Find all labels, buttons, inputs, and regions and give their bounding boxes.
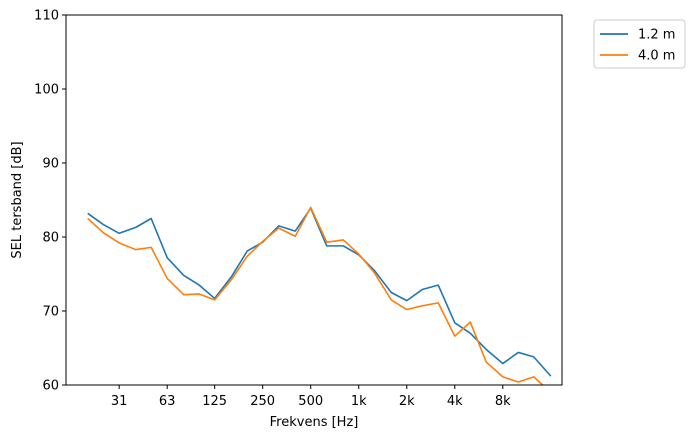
x-tick-label: 2k — [399, 394, 415, 409]
x-tick-label: 31 — [111, 394, 128, 409]
x-tick-label: 8k — [495, 394, 511, 409]
x-tick-label: 125 — [202, 394, 227, 409]
legend-box — [593, 19, 686, 69]
axes: 60 70 80 90 100 110 31 63 125 250 500 1k 2k 4k 8k Frekv… — [10, 9, 563, 430]
x-tick-label: 500 — [298, 394, 323, 409]
legend-label-1: 1.2 m — [638, 28, 675, 43]
plot-frame — [65, 14, 563, 386]
x-tick-label: 250 — [250, 394, 275, 409]
x-tick-label: 4k — [447, 394, 463, 409]
y-tick-label: 80 — [42, 231, 59, 246]
y-axis-label: SEL tersband [dB] — [10, 141, 25, 258]
x-axis-label: Frekvens [Hz] — [270, 415, 359, 430]
y-tick-label: 90 — [42, 157, 59, 172]
y-tick-label: 100 — [34, 83, 59, 98]
legend: 1.2 m 4.0 m — [593, 19, 686, 69]
y-tick-label: 110 — [34, 9, 59, 24]
legend-label-2: 4.0 m — [638, 49, 675, 64]
series-line-2 — [87, 206, 544, 385]
y-tick-label: 70 — [42, 305, 59, 320]
x-tick-label: 1k — [351, 394, 367, 409]
series-line-1 — [87, 207, 552, 377]
x-tick-label: 63 — [159, 394, 176, 409]
plot-area — [87, 206, 552, 385]
y-tick-label: 60 — [42, 379, 59, 394]
